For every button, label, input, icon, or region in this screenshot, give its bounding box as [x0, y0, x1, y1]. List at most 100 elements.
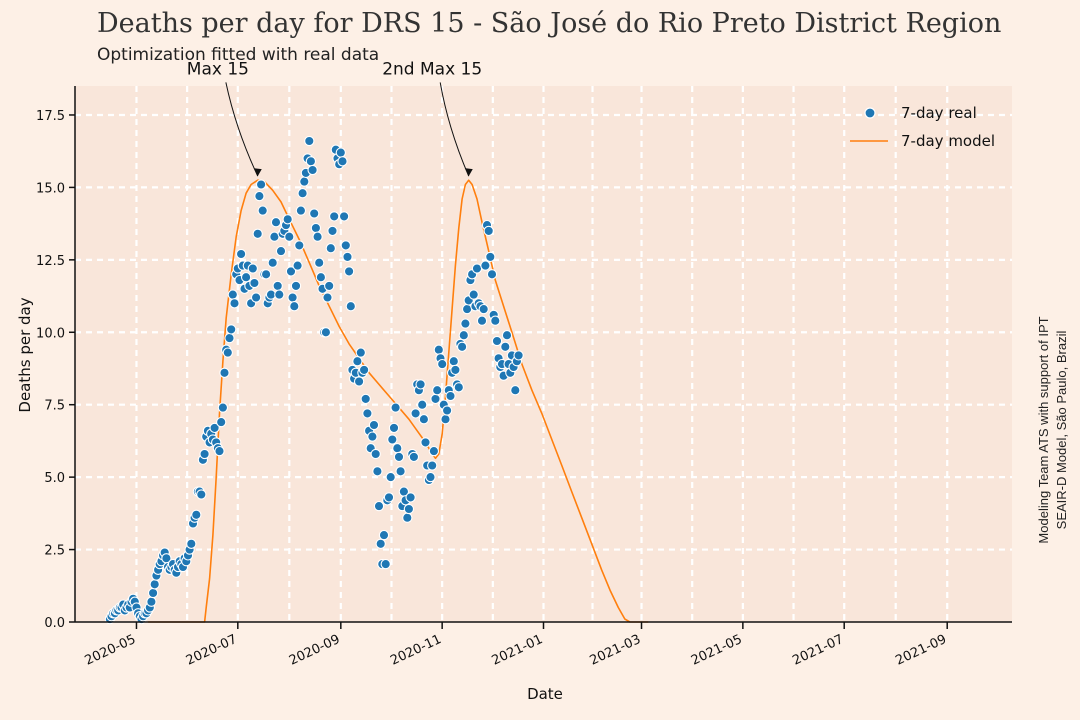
data-point [383, 492, 395, 503]
data-point [408, 451, 420, 463]
annotation-arrowhead [253, 168, 262, 177]
data-point [307, 164, 318, 176]
annotation-arrow [439, 82, 470, 177]
data-point [149, 579, 160, 590]
data-point [490, 315, 501, 326]
annotation-arrow [225, 82, 259, 177]
data-point [314, 257, 325, 268]
grid [75, 86, 1012, 622]
x-axis-label: Date [527, 685, 563, 703]
data-point [226, 324, 237, 335]
data-point [390, 402, 401, 413]
data-point [299, 176, 310, 187]
data-point [513, 350, 524, 361]
data-point [437, 358, 448, 370]
data-point [282, 214, 293, 225]
data-point [486, 269, 498, 280]
data-point [483, 225, 494, 237]
data-point [425, 471, 436, 483]
data-point [402, 512, 413, 523]
y-tick-label: 5.0 [44, 471, 65, 486]
data-point [387, 434, 398, 445]
legend-model-label: 7-day model [901, 132, 995, 150]
data-point [501, 330, 513, 341]
y-tick-label: 15.0 [36, 181, 65, 196]
data-point [378, 529, 390, 541]
data-point [290, 280, 302, 292]
data-point [432, 385, 443, 396]
data-point [270, 217, 282, 228]
data-point [260, 269, 272, 280]
data-point [240, 272, 252, 283]
data-point [255, 179, 267, 190]
data-point [275, 245, 287, 257]
data-point [460, 318, 471, 329]
data-point [196, 489, 207, 500]
data-point [420, 437, 431, 448]
data-point [343, 266, 355, 277]
data-point [358, 364, 370, 376]
side-note-line-1: Modeling Team ATS with support of IPT [1036, 316, 1051, 543]
data-point [471, 263, 483, 274]
data-point [440, 414, 451, 425]
data-point [405, 492, 416, 503]
data-point [388, 422, 400, 434]
data-point [355, 347, 366, 358]
data-point [329, 211, 340, 222]
annotation-label: Max 15 [187, 59, 249, 79]
data-point [272, 280, 283, 292]
data-point [478, 303, 489, 315]
y-tick-label: 0.0 [44, 616, 65, 631]
data-point [305, 156, 317, 167]
data-point [292, 260, 303, 271]
y-axis-label: Deaths per day [16, 297, 34, 412]
data-point [214, 445, 225, 457]
data-point [254, 190, 265, 202]
data-point [340, 240, 351, 251]
data-point [297, 188, 308, 199]
data-point [368, 419, 380, 431]
data-point [320, 327, 332, 338]
legend: 7-day real 7-day model [850, 104, 995, 150]
data-point [322, 292, 333, 303]
data-point [373, 500, 385, 512]
data-point [415, 379, 426, 390]
chart-title: Deaths per day for DRS 15 - São José do … [97, 8, 1001, 39]
data-point [480, 260, 491, 271]
data-point [252, 228, 263, 239]
data-point [428, 445, 440, 457]
data-point [385, 471, 396, 483]
data-point [392, 443, 403, 454]
y-tick-label: 17.5 [36, 109, 65, 124]
data-point [209, 422, 220, 434]
data-point [380, 558, 391, 570]
data-point [310, 222, 322, 234]
data-point [216, 416, 227, 428]
data-point [375, 538, 386, 549]
data-point [370, 448, 381, 460]
data-point [199, 448, 210, 460]
data-point [250, 292, 262, 303]
data-point [393, 451, 405, 463]
data-point [500, 341, 511, 352]
data-point [395, 466, 406, 477]
data-point [224, 332, 235, 344]
y-tick-label: 10.0 [36, 326, 65, 341]
data-point [458, 330, 469, 341]
data-point [372, 466, 383, 477]
data-point [309, 208, 320, 219]
data-point [227, 289, 238, 300]
data-point [287, 292, 298, 303]
data-point [491, 335, 503, 347]
data-point [219, 367, 230, 378]
data-point [445, 390, 456, 402]
data-point [468, 289, 479, 300]
data-point [274, 289, 285, 300]
data-point [146, 596, 157, 607]
data-point [222, 347, 233, 358]
data-point [485, 251, 496, 263]
data-point [345, 301, 356, 312]
data-point [352, 356, 363, 367]
chart-subtitle: Optimization fitted with real data [97, 45, 379, 65]
